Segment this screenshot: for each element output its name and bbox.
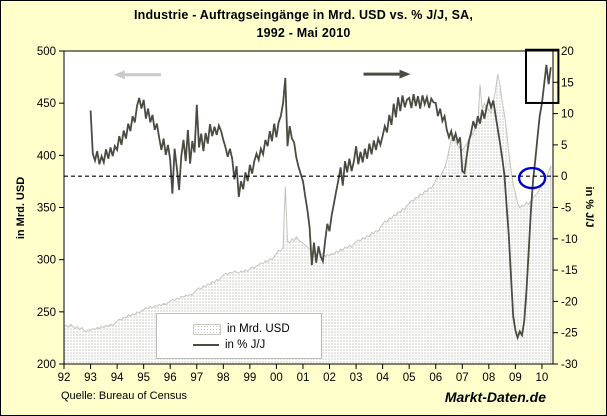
x-axis-tick-label: 09: [509, 372, 522, 384]
right-axis-tick-label: -20: [561, 296, 578, 308]
x-axis-tick-label: 10: [536, 372, 549, 384]
right-axis-tick-label: -10: [561, 234, 578, 246]
area-series: [64, 73, 552, 364]
right-axis-tick-label: 10: [561, 109, 574, 121]
series-group: [64, 64, 552, 364]
x-axis-tick-label: 96: [164, 372, 177, 384]
area-swatch-icon: [193, 323, 221, 335]
left-axis-tick-label: 250: [37, 307, 56, 319]
x-axis-tick-label: 07: [456, 372, 469, 384]
x-axis-tick-label: 98: [217, 372, 230, 384]
highlight-ellipse-annotation: [517, 166, 547, 190]
x-axis-tick-label: 97: [190, 372, 203, 384]
x-axis-tick-label: 92: [58, 372, 71, 384]
x-axis-tick-label: 04: [376, 372, 389, 384]
right-axis-arrow-icon-head: [399, 69, 411, 79]
left-axis-arrow-icon-head: [113, 70, 125, 80]
right-axis-tick-label: -5: [561, 203, 571, 215]
right-axis-tick-label: -30: [561, 359, 578, 371]
left-axis-tick-label: 500: [37, 46, 56, 58]
chart-title-line2: 1992 - Mai 2010: [256, 26, 351, 40]
x-axis-tick-label: 02: [323, 372, 336, 384]
legend-label-mrd-usd: in Mrd. USD: [227, 323, 290, 335]
right-axis-tick-label: 15: [561, 77, 574, 89]
right-axis-tick-label: -25: [561, 328, 578, 340]
x-axis-tick-label: 06: [429, 372, 442, 384]
left-axis-tick-label: 300: [37, 255, 56, 267]
right-axis-tick-label: 0: [561, 171, 567, 183]
line-swatch-icon: [193, 344, 219, 346]
x-axis-tick-label: 95: [137, 372, 150, 384]
left-axis-tick-label: 350: [37, 203, 56, 215]
x-axis-tick-label: 94: [111, 372, 124, 384]
x-axis-tick-label: 99: [243, 372, 256, 384]
x-axis-tick-label: 01: [297, 372, 310, 384]
legend-item-mrd-usd: in Mrd. USD: [193, 321, 321, 337]
legend-label-pct-jj: in % J/J: [225, 339, 266, 351]
left-axis-tick-label: 450: [37, 98, 56, 110]
chart-title-line1: Industrie - Auftragseingänge in Mrd. USD…: [133, 8, 474, 22]
right-axis-title: in % J/J: [583, 186, 595, 228]
legend: in Mrd. USD in % J/J: [156, 313, 322, 359]
line-series: [89, 64, 552, 341]
x-axis-tick-label: 08: [482, 372, 495, 384]
watermark: Markt-Daten.de: [444, 389, 546, 405]
right-axis-tick-label: 5: [561, 140, 567, 152]
highlight-rect-annotation: [525, 48, 560, 104]
x-axis-tick-label: 03: [350, 372, 363, 384]
x-axis-tick-label: 05: [403, 372, 416, 384]
left-axis-tick-label: 200: [37, 359, 56, 371]
left-axis-tick-label: 400: [37, 150, 56, 162]
source-note: Quelle: Bureau of Census: [61, 390, 187, 402]
x-axis-tick-label: 00: [270, 372, 283, 384]
x-axis-tick-label: 93: [84, 372, 97, 384]
right-axis-tick-label: -15: [561, 265, 578, 277]
right-axis-tick-label: 20: [561, 46, 574, 58]
left-axis-title: in Mrd. USD: [15, 176, 27, 240]
legend-item-pct-jj: in % J/J: [193, 337, 321, 353]
